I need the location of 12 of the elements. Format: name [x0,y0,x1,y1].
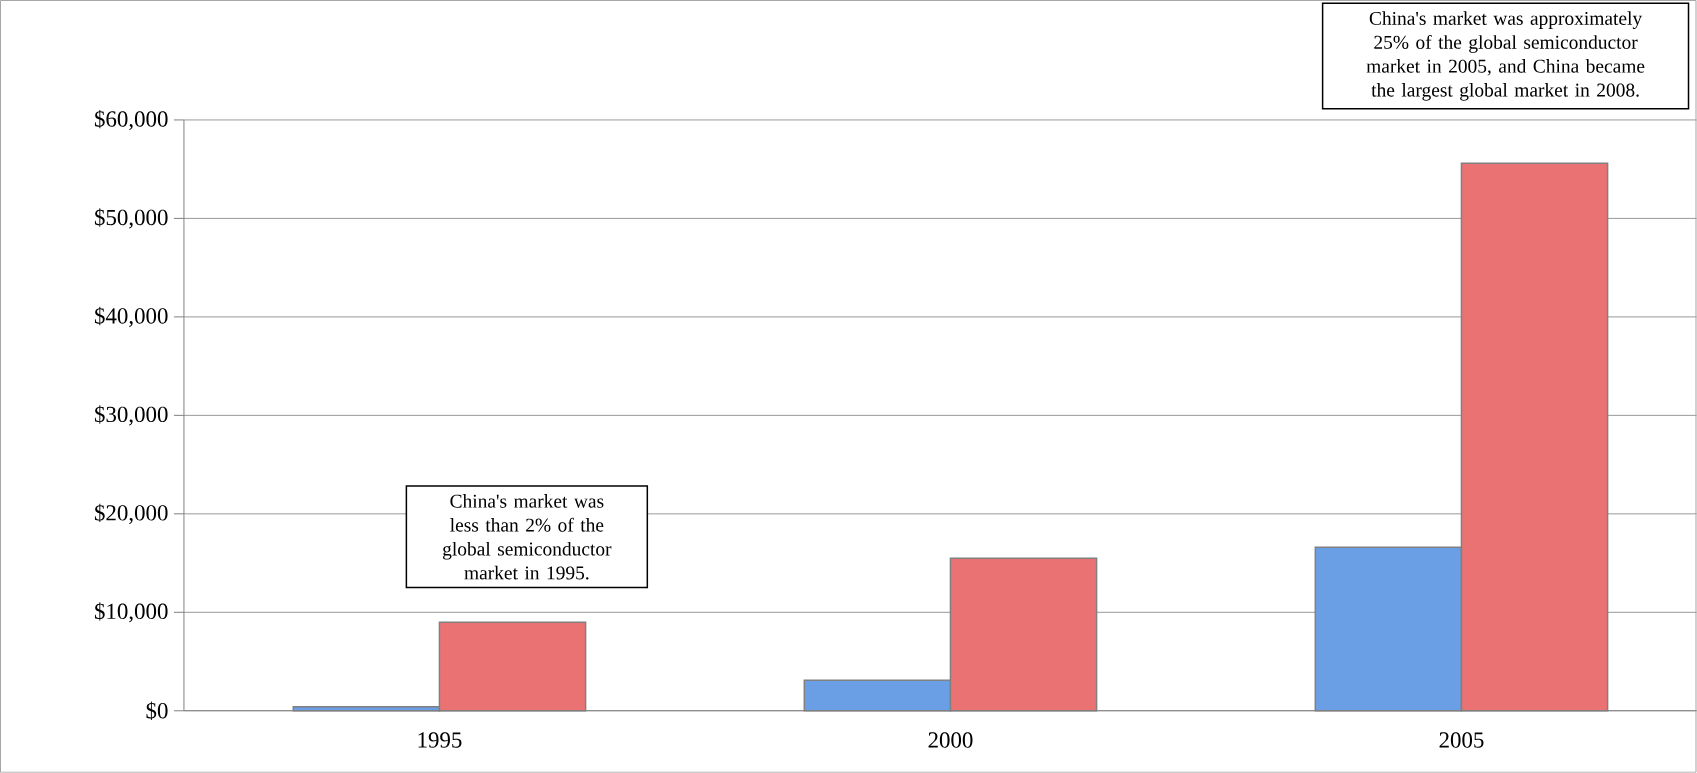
text: China's market was approximately 25% of the global semiconductor market in 2005, and China became the largest global market in 2008. [1366,11,1645,101]
y-tick-label: $50,000 [94,208,168,229]
y-tick-label: $20,000 [94,503,168,525]
x-tick-label: 1995 [418,732,462,748]
y-tick-label: $10,000 [94,602,168,623]
y-tick-label: $30,000 [94,405,168,426]
annotation: China's market was less than 2% of the global semiconductor market in 1995. [443,494,612,580]
y-tick-label: $60,000 [94,110,168,131]
x-tick-label: 2005 [1439,732,1484,748]
y-tick-label: $40,000 [94,306,168,328]
y-tick-label: $0 [146,701,168,721]
x-tick-label: 2000 [928,732,973,748]
